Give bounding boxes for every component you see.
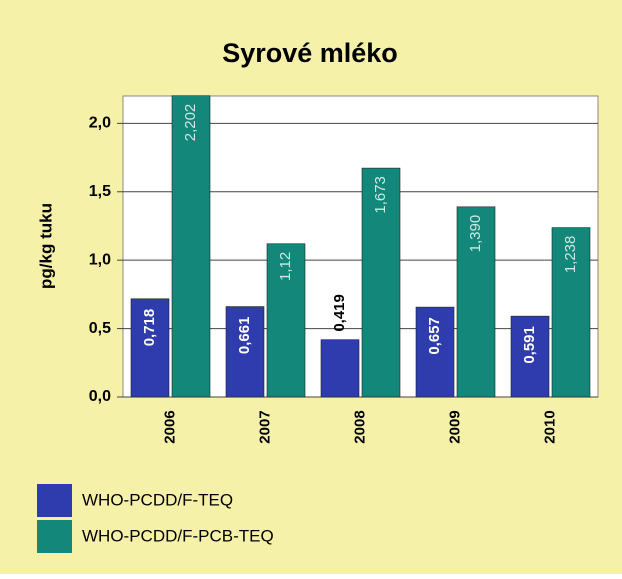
data-label: 1,12 xyxy=(277,252,294,281)
y-tick-label: 0,0 xyxy=(89,388,111,405)
bar xyxy=(415,306,455,398)
x-tick-label: 2008 xyxy=(351,410,368,443)
y-tick-label: 2,0 xyxy=(89,115,111,132)
bar xyxy=(225,306,265,398)
x-tick-label: 2007 xyxy=(256,410,273,443)
bar xyxy=(130,298,170,398)
bar xyxy=(171,95,211,398)
data-label: 2,202 xyxy=(182,104,199,142)
data-label: 1,673 xyxy=(372,176,389,214)
data-label: 0,657 xyxy=(426,317,443,355)
data-label: 1,390 xyxy=(467,215,484,253)
bar xyxy=(266,243,306,398)
data-label: 0,718 xyxy=(141,309,158,347)
legend-swatch xyxy=(37,520,72,553)
legend-label: WHO-PCDD/F-PCB-TEQ xyxy=(82,526,274,545)
bar xyxy=(361,167,401,398)
x-tick-label: 2009 xyxy=(446,410,463,443)
legend-swatch xyxy=(37,484,72,517)
bar xyxy=(551,227,591,398)
data-label: 1,238 xyxy=(562,236,579,274)
y-tick-label: 0,5 xyxy=(89,320,111,337)
y-tick-label: 1,5 xyxy=(89,183,111,200)
bar xyxy=(320,339,360,398)
data-label: 0,661 xyxy=(236,317,253,355)
bar xyxy=(456,206,496,398)
x-tick-label: 2010 xyxy=(541,410,558,443)
data-label: 0,419 xyxy=(331,294,348,332)
bar xyxy=(510,315,550,398)
legend-label: WHO-PCDD/F-TEQ xyxy=(82,490,233,509)
y-axis-label: pg/kg tuku xyxy=(36,203,55,289)
data-label: 0,591 xyxy=(521,326,538,364)
chart-title: Syrové mléko xyxy=(222,38,398,68)
x-tick-label: 2006 xyxy=(161,410,178,443)
y-tick-label: 1,0 xyxy=(89,251,111,268)
